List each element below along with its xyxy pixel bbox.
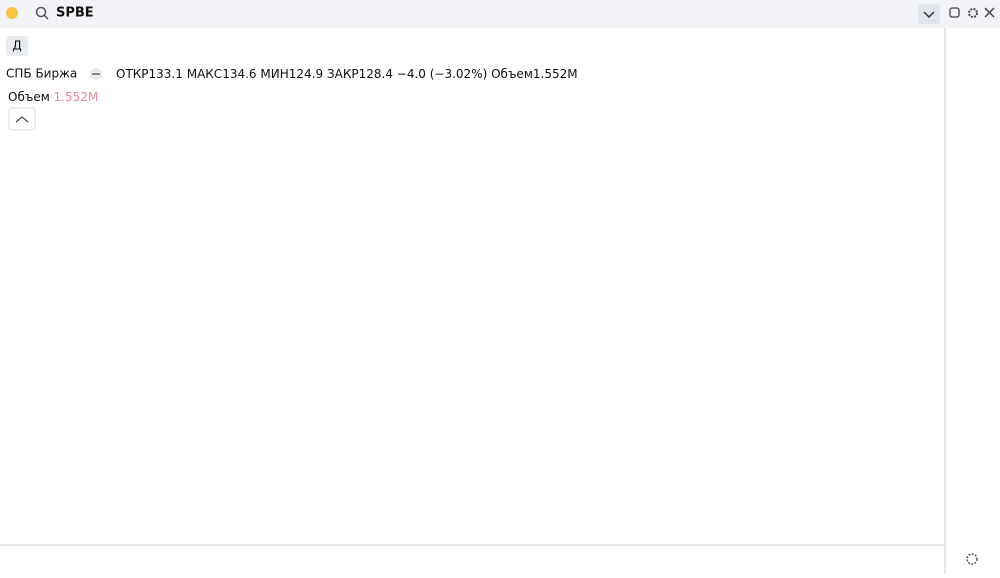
legend-high-label: МАКС bbox=[187, 67, 222, 81]
settings-button[interactable] bbox=[968, 8, 978, 18]
interval-button[interactable] bbox=[6, 36, 28, 56]
legend-change: −4.0 (−3.02%) bbox=[397, 67, 488, 81]
legend-low: 124.9 bbox=[289, 67, 323, 81]
legend-close: 128.4 bbox=[359, 67, 393, 81]
legend-open-label: ОТКР bbox=[116, 67, 149, 81]
chart-title: СПБ Биржа bbox=[6, 67, 77, 81]
legend-volume: 1.552M bbox=[533, 67, 578, 81]
symbol-search[interactable]: SPBE bbox=[56, 6, 94, 21]
axis-settings[interactable] bbox=[966, 553, 978, 565]
legend-high: 134.6 bbox=[222, 67, 256, 81]
volume-pane-label: Объем 1.552M bbox=[8, 90, 98, 104]
interval-label: Д bbox=[12, 39, 21, 53]
chevron bbox=[923, 11, 935, 19]
search-icon[interactable] bbox=[35, 6, 47, 18]
window-dot bbox=[6, 7, 18, 19]
close-button[interactable] bbox=[984, 7, 995, 18]
legend: ОТКР133.1 МАКС134.6 МИН124.9 ЗАКР128.4 −… bbox=[116, 67, 578, 81]
volume-pane-title: Объем bbox=[8, 90, 50, 104]
window-button[interactable] bbox=[949, 7, 960, 18]
search-icon-handle bbox=[43, 14, 49, 20]
legend-close-label: ЗАКР bbox=[327, 67, 359, 81]
top-bar bbox=[0, 0, 1000, 28]
collapse-icon bbox=[15, 116, 29, 123]
dropdown-button[interactable] bbox=[918, 4, 940, 24]
legend-open: 133.1 bbox=[149, 67, 183, 81]
legend-low-label: МИН bbox=[260, 67, 288, 81]
collapse-button[interactable] bbox=[8, 107, 36, 131]
legend-volume-label: Объем bbox=[491, 67, 533, 81]
volume-pane-value: 1.552M bbox=[54, 90, 99, 104]
